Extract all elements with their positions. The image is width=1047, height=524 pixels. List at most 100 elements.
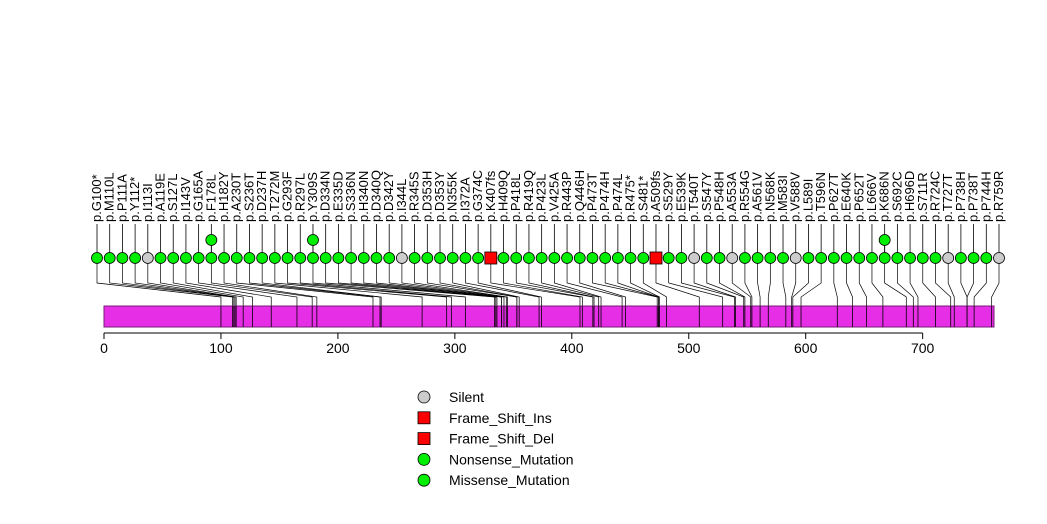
connector-line	[966, 258, 974, 306]
mutation-marker	[866, 252, 878, 264]
mutation-label: p.S236T	[241, 173, 256, 222]
mutation-marker	[421, 252, 434, 264]
mutation-marker	[777, 252, 789, 264]
mutation-marker	[510, 252, 523, 264]
mutation-marker	[827, 252, 840, 264]
mutation-label: p.T540T	[686, 174, 701, 222]
mutation-label: p.P473T	[584, 173, 599, 222]
mutation-label: p.P744H	[978, 171, 993, 222]
mutation-label: p.R419Q	[521, 170, 536, 222]
mutation-label: p.D334N	[318, 171, 333, 222]
connector-line	[236, 258, 374, 306]
protein-bar	[103, 305, 995, 328]
legend-swatch	[417, 390, 431, 404]
connector-line	[122, 258, 235, 306]
connector-line	[909, 258, 919, 306]
connector-line	[655, 258, 700, 306]
mutation-marker	[345, 252, 357, 264]
mutation-label: p.D340Q	[368, 170, 383, 222]
x-tick-label: 0	[100, 340, 108, 356]
connector-line	[642, 258, 667, 306]
mutation-label: p.T272M	[267, 171, 282, 222]
mutation-marker	[878, 252, 891, 264]
mutation-labels: p.G100*p.M110Lp.P111Ap.Y112*p.I113Ip.A11…	[89, 170, 1006, 222]
mutation-label: p.S529Y	[661, 172, 676, 222]
connector-line	[401, 258, 507, 306]
mutation-label: p.R345S	[407, 171, 422, 222]
mutation-marker	[891, 252, 904, 264]
mutation-marker	[523, 252, 535, 264]
mutation-label: p.Q446H	[572, 170, 587, 222]
connector-line	[744, 258, 753, 306]
connector-line	[96, 258, 222, 306]
mutation-marker	[573, 252, 586, 264]
legend-label: Missense_Mutation	[449, 472, 570, 488]
mutation-marker	[268, 252, 281, 264]
mutation-marker	[103, 252, 116, 264]
mutation-label: p.P627T	[826, 173, 841, 222]
mutation-marker	[599, 252, 612, 264]
connector-line	[198, 258, 298, 306]
connector-line	[503, 258, 583, 306]
mutation-label: p.S336N	[343, 171, 358, 222]
mutation-marker	[649, 251, 663, 265]
mutation-label: p.V588V	[788, 172, 803, 222]
connector-line	[858, 258, 867, 306]
connector-line	[922, 258, 936, 306]
connector-line	[439, 258, 518, 306]
connector-line	[782, 258, 787, 306]
mutation-label: p.A230T	[229, 173, 244, 222]
mutation-marker	[993, 252, 1005, 264]
mutation-markers	[91, 234, 1005, 265]
mutation-marker	[116, 252, 129, 264]
connector-line	[897, 258, 914, 306]
mutation-marker	[967, 252, 980, 264]
mutation-label: p.G374C	[470, 170, 485, 222]
connector-line	[681, 258, 735, 306]
mutation-label: p.R443P	[559, 171, 574, 222]
mutation-marker	[256, 252, 269, 264]
connector-line	[376, 258, 502, 306]
connector-line	[871, 258, 884, 306]
connector-line	[800, 258, 822, 306]
mutation-marker	[383, 252, 396, 264]
legend-label: Frame_Shift_Ins	[449, 410, 552, 426]
mutation-label: p.E539K	[673, 172, 688, 222]
mutation-label: p.R297L	[292, 173, 307, 222]
mutation-marker	[91, 252, 103, 264]
mutation-marker	[713, 252, 726, 264]
mutation-marker	[129, 252, 142, 264]
mutation-marker	[675, 252, 688, 264]
connector-line	[731, 258, 752, 306]
connector-line	[630, 258, 660, 306]
mutation-label: p.P652T	[851, 173, 866, 222]
mutation-label: p.P548H	[712, 171, 727, 222]
connector-line	[363, 258, 502, 306]
mutation-marker	[484, 251, 498, 265]
stacked-mutation-marker	[307, 234, 319, 246]
x-tick-label: 600	[794, 340, 818, 356]
connector-line	[554, 258, 602, 306]
mutation-marker	[548, 252, 561, 264]
mutation-label: p.I372A	[457, 177, 472, 222]
mutation-label: p.P738H	[953, 171, 968, 222]
mutation-label: p.I113I	[140, 183, 155, 222]
mutation-label: p.N568K	[762, 171, 777, 222]
mutation-marker	[980, 252, 993, 264]
mutation-marker	[472, 252, 485, 264]
connector-line	[884, 258, 907, 306]
mutation-marker	[942, 252, 955, 264]
mutation-label: p.A509fs	[648, 170, 663, 222]
connector-line	[791, 258, 797, 306]
mutation-label: p.E640K	[839, 172, 854, 222]
connector-line	[477, 258, 542, 306]
mutation-label: p.P418L	[508, 174, 523, 222]
mutation-label: p.L589I	[800, 179, 815, 222]
mutation-marker	[459, 252, 472, 264]
connector-line	[592, 258, 658, 306]
connector-line	[767, 258, 771, 306]
connector-line	[833, 258, 838, 306]
mutation-label: p.A553A	[724, 172, 739, 222]
connector-line	[617, 258, 659, 306]
mutation-label: p.H696D	[902, 171, 917, 222]
